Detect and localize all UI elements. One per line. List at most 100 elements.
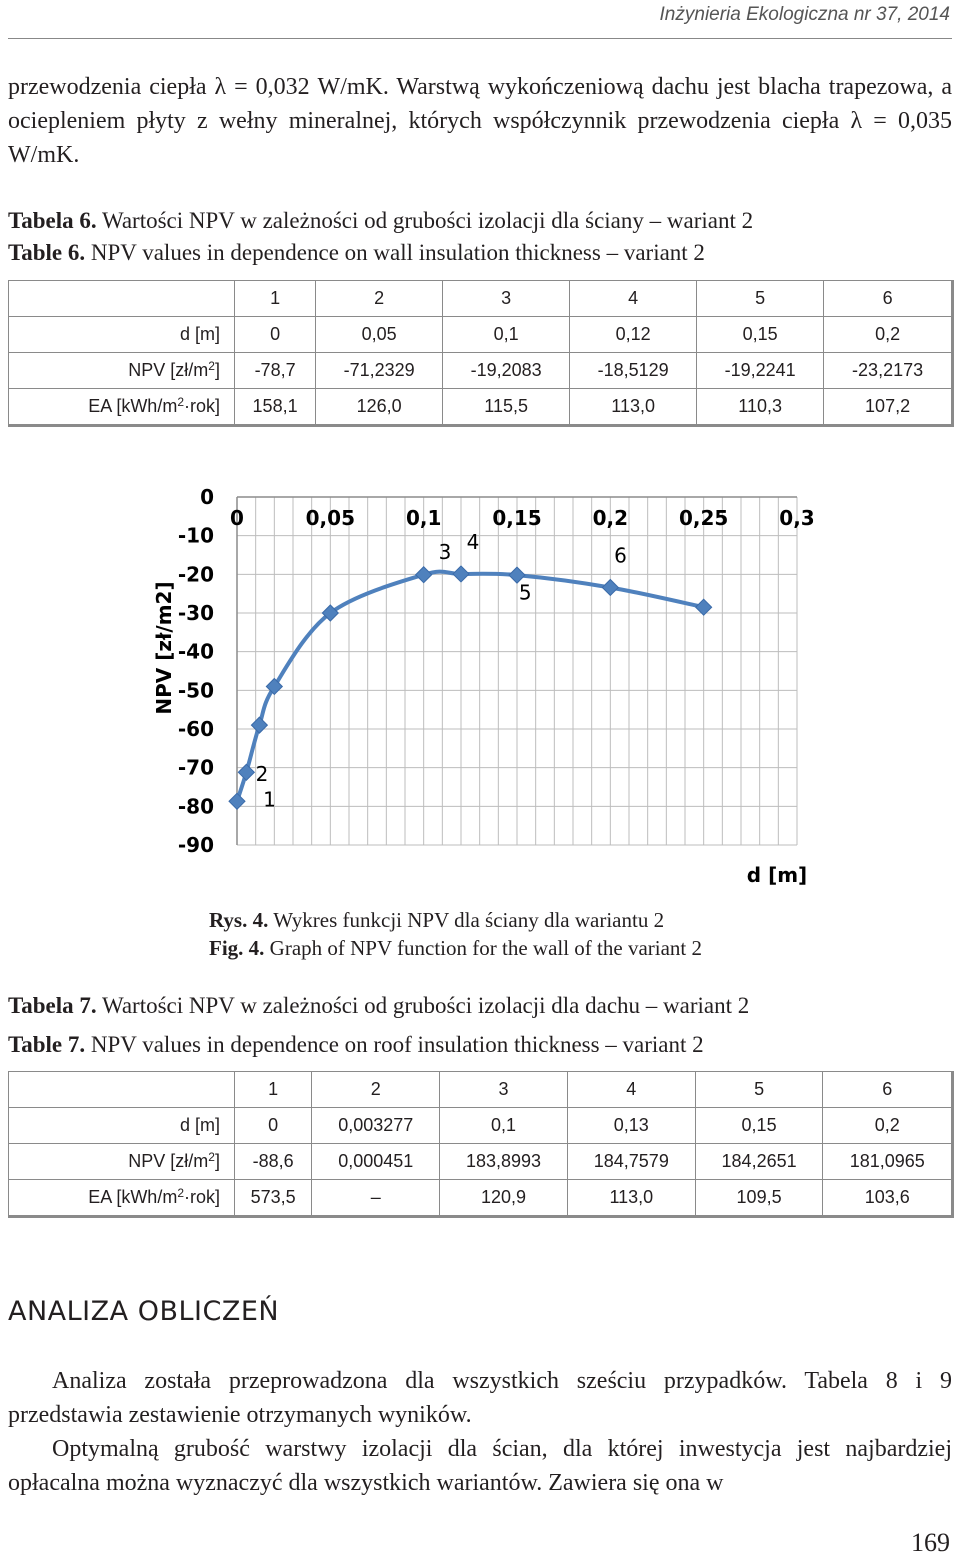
table-cell: 184,7579 [566,1143,696,1180]
table-cell: 0,13 [566,1107,696,1144]
table-cell: 0,1 [442,316,571,353]
table-cell: 120,9 [439,1179,568,1217]
series-points [228,565,713,811]
y-tick-label: -30 [178,601,214,625]
row-head-text: NPV [zł/m [128,360,209,380]
y-tick-label: -90 [178,833,214,857]
table-cell: -19,2241 [696,352,825,389]
table-row: NPV [zł/m2] -88,6 0,000451 183,8993 184,… [8,1143,953,1180]
table-cell: 0,15 [694,1107,824,1144]
table-cell: 6 [822,1071,953,1108]
analysis-paragraph-2: Optymalną grubość warstwy izolacji dla ś… [8,1436,952,1496]
y-tick-label: -20 [178,562,214,586]
x-axis-label: d [m] [747,863,807,887]
table-cell: 0,15 [696,316,825,353]
point-annotation: 4 [467,530,480,554]
point-annotations: 123 456 [256,530,627,811]
y-tick-labels: 0 -10 -20 -30 -40 -50 -60 -70 -80 -90 [178,485,214,857]
x-tick-label: 0,25 [679,506,728,530]
y-tick-label: -70 [178,756,214,780]
figure4-title-en: Graph of NPV function for the wall of th… [269,936,703,960]
table6-title-pl: Wartości NPV w zależności od grubości iz… [101,208,754,233]
x-tick-labels: 0 0,05 0,1 0,15 0,2 0,25 0,3 [230,506,815,530]
table7-label-en: Table 7. [8,1032,86,1057]
table-cell: 6 [823,280,953,317]
table7-label-pl: Tabela 7. [8,993,97,1018]
table-row: d [m] 0 0,05 0,1 0,12 0,15 0,2 [8,316,953,353]
table-cell: 1 [233,1071,313,1108]
data-point [601,578,620,597]
row-head: EA [kWh/m2·rok] [8,388,235,426]
table-row: d [m] 0 0,003277 0,1 0,13 0,15 0,2 [8,1107,953,1144]
running-head: Inżynieria Ekologiczna nr 37, 2014 [659,4,950,25]
point-annotation: 5 [519,580,532,604]
superscript: 2 [208,359,215,373]
table6-label-en: Table 6. [8,240,86,265]
table-cell: 0,1 [439,1107,568,1144]
y-tick-label: -10 [178,524,214,548]
table-cell: -71,2329 [315,352,444,389]
intro-paragraph: przewodzenia ciepła λ = 0,032 W/mK. Wars… [8,74,952,168]
table-cell: 5 [694,1071,824,1108]
x-tick-label: 0 [230,506,244,530]
table-cell: 181,0965 [822,1143,953,1180]
row-head: d [m] [8,316,235,353]
row-head: d [m] [8,1107,235,1144]
table-cell: 4 [566,1071,696,1108]
table-cell: 103,6 [822,1179,953,1217]
table7-caption-en: Table 7. NPV values in dependence on roo… [8,1030,704,1060]
x-tick-label: 0,1 [406,506,441,530]
y-tick-label: -50 [178,678,214,702]
table-cell: 3 [439,1071,568,1108]
table-cell: 113,0 [566,1179,696,1217]
header-rule [8,38,952,39]
table-cell: 0 [233,1107,313,1144]
table-cell: 2 [311,1071,441,1108]
table-row: EA [kWh/m2·rok] 573,5 – 120,9 113,0 109,… [8,1179,953,1217]
row-head-text: NPV [zł/m [128,1151,209,1171]
y-tick-label: -80 [178,794,214,818]
table-cell [8,1071,235,1108]
chart-grid [236,496,798,846]
table7-title-en: NPV values in dependence on roof insulat… [90,1032,704,1057]
table-cell: 0,2 [823,316,953,353]
table-cell: -23,2173 [823,352,953,389]
table7-title-pl: Wartości NPV w zależności od grubości iz… [101,993,750,1018]
table6: 1 2 3 4 5 6 d [m] 0 0,05 0,1 0,12 0,15 0… [8,280,954,427]
table7-header-row: 1 2 3 4 5 6 [8,1071,953,1108]
x-tick-label: 0,3 [779,506,814,530]
row-head-text: EA [kWh/m [88,1187,178,1207]
table-cell: 0,12 [569,316,698,353]
table-cell: 184,2651 [694,1143,824,1180]
point-annotation: 1 [263,787,276,811]
row-head-text: ·rok] [184,396,220,416]
data-point [694,598,713,616]
y-tick-label: -40 [178,640,214,664]
table-cell: 183,8993 [439,1143,568,1180]
table-cell: -78,7 [233,352,317,389]
page-number: 169 [911,1528,950,1557]
y-tick-label: -60 [178,717,214,741]
analysis-paragraph-1: Analiza została przeprowadzona dla wszys… [8,1368,952,1428]
table-cell: – [311,1179,441,1217]
figure4-label-pl: Rys. 4. [209,908,269,932]
table-cell: 158,1 [233,388,317,426]
data-point [508,566,526,584]
table-cell: 107,2 [823,388,953,426]
figure4-caption-pl: Rys. 4. Wykres funkcji NPV dla ściany dl… [209,906,664,934]
figure4-caption-en: Fig. 4. Graph of NPV function for the wa… [209,934,702,962]
data-point [237,763,256,782]
table-cell: 126,0 [315,388,444,426]
table-cell: 4 [569,280,698,317]
table6-title-en: NPV values in dependence on wall insulat… [90,240,705,265]
table-cell: 0,003277 [311,1107,441,1144]
y-tick-label: 0 [200,485,214,509]
data-point [414,566,433,584]
row-head: NPV [zł/m2] [8,352,235,389]
row-head-text: ·rok] [184,1187,220,1207]
superscript: 2 [208,1150,215,1164]
superscript: 2 [177,1186,184,1200]
point-annotation: 2 [256,762,269,786]
series-line [235,569,705,802]
point-annotation: 6 [614,544,627,568]
